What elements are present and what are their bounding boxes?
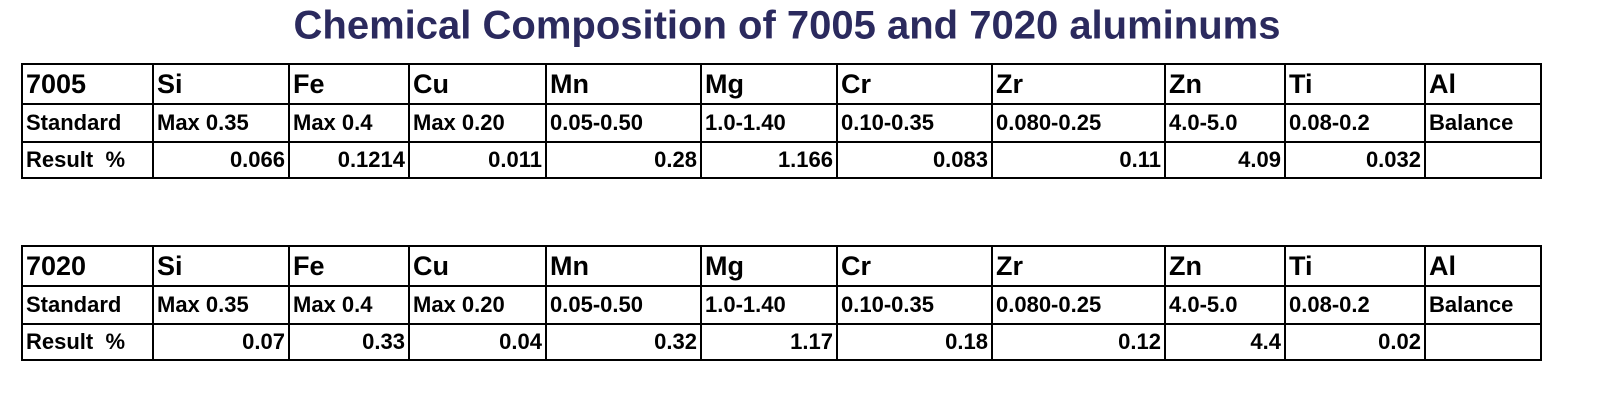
table-cell: 0.080-0.25 [996,110,1101,135]
header-cell: Mg [705,69,744,99]
table-cell: 0.11 [1119,147,1161,172]
table-cell: 0.080-0.25 [996,292,1101,317]
table-frame [21,63,1542,179]
table-cell: Max 0.20 [413,110,505,135]
table-cell: Standard [26,292,121,317]
table-cell: Standard [26,110,121,135]
table-cell: 0.032 [1366,147,1421,172]
table-cell: 1.166 [778,147,833,172]
table-cell: Balance [1429,110,1513,135]
table-cell: 0.10-0.35 [841,292,934,317]
header-cell: Si [157,69,183,99]
table-cell: Max 0.35 [157,292,249,317]
table-frame [21,245,1542,361]
table-cell: 0.28 [654,147,697,172]
header-cell: Fe [293,69,325,99]
table-cell: 0.08-0.2 [1289,110,1370,135]
header-cell: Zr [996,69,1023,99]
table-cell: Result % [26,147,125,172]
header-cell: Al [1429,251,1456,281]
table-cell: 0.083 [933,147,988,172]
header-cell: Mn [550,69,589,99]
table-cell: 0.32 [654,329,697,354]
title: Chemical Composition of 7005 and 7020 al… [294,4,1281,48]
header-cell: 7005 [26,69,86,99]
header-cell: Cr [841,69,871,99]
table-cell: 0.066 [230,147,285,172]
table-cell: 0.12 [1118,329,1161,354]
table-cell: Max 0.4 [293,110,373,135]
header-cell: Ti [1289,69,1313,99]
table-cell: Max 0.35 [157,110,249,135]
table-cell: 0.05-0.50 [550,110,643,135]
header-cell: Zr [996,251,1023,281]
table-cell: 0.02 [1378,329,1421,354]
table-cell: 0.08-0.2 [1289,292,1370,317]
header-cell: Fe [293,251,325,281]
header-cell: Zn [1169,251,1202,281]
table-cell: 0.10-0.35 [841,110,934,135]
header-cell: Mn [550,251,589,281]
header-cell: Cu [413,251,449,281]
table-cell: 0.011 [488,147,542,172]
table-cell: 0.1214 [338,147,406,172]
table-cell: Max 0.20 [413,292,505,317]
table-cell: 0.18 [945,329,988,354]
table-cell: 4.09 [1238,147,1281,172]
table-cell: 0.07 [242,329,285,354]
header-cell: Ti [1289,251,1313,281]
table-cell: 1.17 [790,329,833,354]
table-cell: Max 0.4 [293,292,373,317]
header-cell: Al [1429,69,1456,99]
table-cell: 1.0-1.40 [705,292,786,317]
header-cell: 7020 [26,251,86,281]
table-cell: 1.0-1.40 [705,110,786,135]
header-cell: Zn [1169,69,1202,99]
header-cell: Cr [841,251,871,281]
table-cell: Result % [26,329,125,354]
table-cell: 0.04 [499,329,543,354]
header-cell: Mg [705,251,744,281]
table-cell: Balance [1429,292,1513,317]
table-cell: 4.4 [1250,329,1281,354]
table-cell: 0.33 [362,329,405,354]
header-cell: Si [157,251,183,281]
header-cell: Cu [413,69,449,99]
table-cell: 4.0-5.0 [1169,292,1238,317]
table-cell: 0.05-0.50 [550,292,643,317]
table-cell: 4.0-5.0 [1169,110,1238,135]
